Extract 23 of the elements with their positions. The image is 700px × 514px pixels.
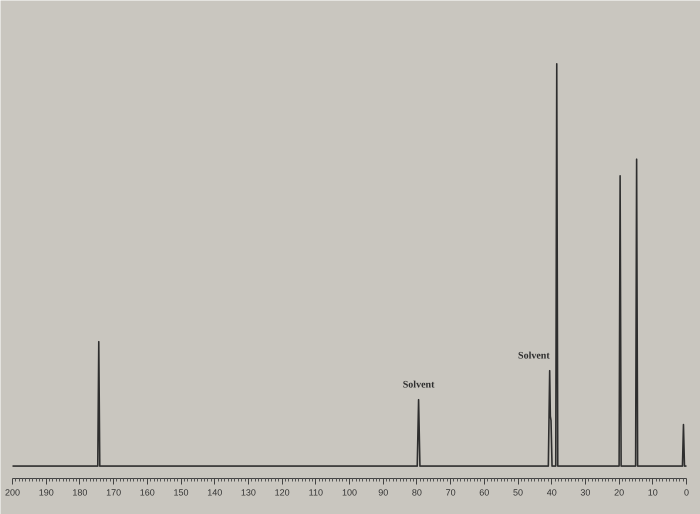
x-tick-label: 150 [173,488,189,498]
x-tick-label: 30 [580,488,590,498]
x-tick-label: 170 [106,488,122,498]
x-tick-label: 90 [378,488,388,498]
x-tick-label: 160 [140,488,155,498]
x-tick-label: 140 [207,488,222,498]
annotation: Solvent [518,350,550,362]
x-tick-label: 80 [412,488,422,498]
x-tick-label: 200 [4,488,20,498]
x-tick-label: 20 [614,488,624,498]
x-tick-label: 100 [342,488,358,498]
x-tick-label: 60 [479,488,490,498]
annotation: Solvent [402,380,436,391]
x-tick-label: 70 [446,488,456,498]
x-tick-label: 40 [546,488,557,498]
x-tick-label: 10 [648,488,658,498]
x-tick-label: 0 [684,488,690,498]
x-tick-label: 180 [72,488,88,498]
x-tick-label: 110 [308,488,323,498]
x-tick-label: 50 [512,488,524,498]
x-tick-label: 190 [38,488,54,498]
x-tick-label: 130 [240,488,256,498]
x-tick-label: 120 [274,488,290,498]
